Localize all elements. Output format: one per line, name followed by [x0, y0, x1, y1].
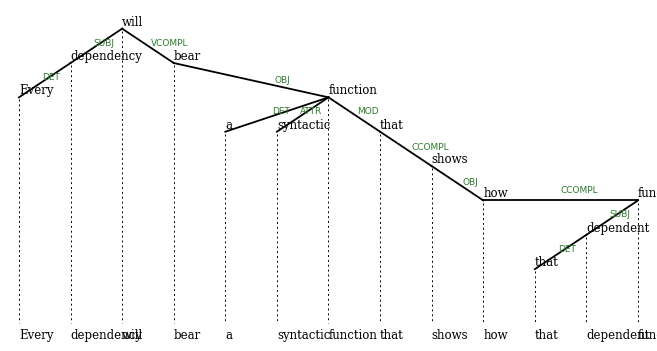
Text: dependent: dependent — [587, 329, 650, 342]
Text: bear: bear — [173, 329, 201, 342]
Text: SUBJ: SUBJ — [94, 39, 115, 47]
Text: DET: DET — [42, 73, 60, 82]
Text: function: function — [328, 84, 377, 97]
Text: dependency: dependency — [70, 50, 143, 63]
Text: functions.: functions. — [638, 329, 657, 342]
Text: OBJ: OBJ — [463, 178, 478, 187]
Text: syntactic: syntactic — [277, 119, 330, 132]
Text: dependent: dependent — [587, 222, 650, 235]
Text: that: that — [380, 119, 404, 132]
Text: shows: shows — [432, 153, 468, 166]
Text: a: a — [225, 119, 233, 132]
Text: a: a — [225, 329, 233, 342]
Text: shows: shows — [432, 329, 468, 342]
Text: MOD: MOD — [357, 107, 378, 116]
Text: will: will — [122, 329, 143, 342]
Text: will: will — [122, 16, 143, 29]
Text: syntactic: syntactic — [277, 329, 330, 342]
Text: dependency: dependency — [70, 329, 143, 342]
Text: how: how — [484, 187, 508, 200]
Text: that: that — [380, 329, 404, 342]
Text: how: how — [484, 329, 508, 342]
Text: bear: bear — [173, 50, 201, 63]
Text: that: that — [535, 329, 558, 342]
Text: Every: Every — [19, 84, 53, 97]
Text: that: that — [535, 256, 558, 269]
Text: SUBJ: SUBJ — [610, 210, 631, 219]
Text: function: function — [328, 329, 377, 342]
Text: functions: functions — [638, 187, 657, 200]
Text: ATTR: ATTR — [300, 107, 323, 116]
Text: CCOMPL: CCOMPL — [560, 186, 599, 196]
Text: OBJ: OBJ — [275, 76, 290, 85]
Text: VCOMPL: VCOMPL — [150, 39, 188, 47]
Text: Every: Every — [19, 329, 53, 342]
Text: DET: DET — [558, 245, 576, 254]
Text: CCOMPL: CCOMPL — [411, 143, 449, 152]
Text: DET: DET — [272, 107, 290, 116]
